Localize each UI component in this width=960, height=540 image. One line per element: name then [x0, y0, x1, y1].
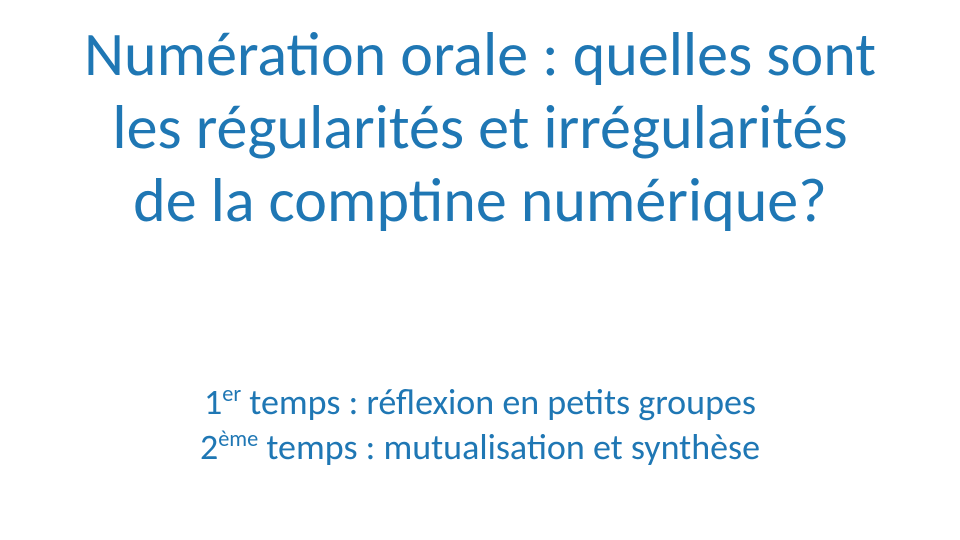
- title-line-3: de la comptine numérique?: [133, 162, 827, 238]
- slide-title: Numération orale : quelles sont les régu…: [0, 18, 960, 237]
- slide: Numération orale : quelles sont les régu…: [0, 0, 960, 540]
- ordinal-1-suffix: er: [222, 380, 241, 407]
- subtitle-line-1-text: temps : réflexion en petits groupes: [241, 380, 756, 424]
- subtitle-line-1: 1er temps : réflexion en petits groupes: [204, 380, 756, 424]
- title-line-2: les régularités et irrégularités: [112, 89, 847, 165]
- subtitle-line-2: 2ème temps : mutualisation et synthèse: [200, 425, 760, 469]
- title-line-1: Numération orale : quelles sont: [84, 16, 876, 92]
- ordinal-2-suffix: ème: [218, 425, 258, 452]
- ordinal-2-number: 2: [200, 425, 218, 469]
- slide-subtitle: 1er temps : réflexion en petits groupes …: [0, 380, 960, 470]
- subtitle-line-2-text: temps : mutualisation et synthèse: [258, 425, 760, 469]
- ordinal-1-number: 1: [204, 380, 222, 424]
